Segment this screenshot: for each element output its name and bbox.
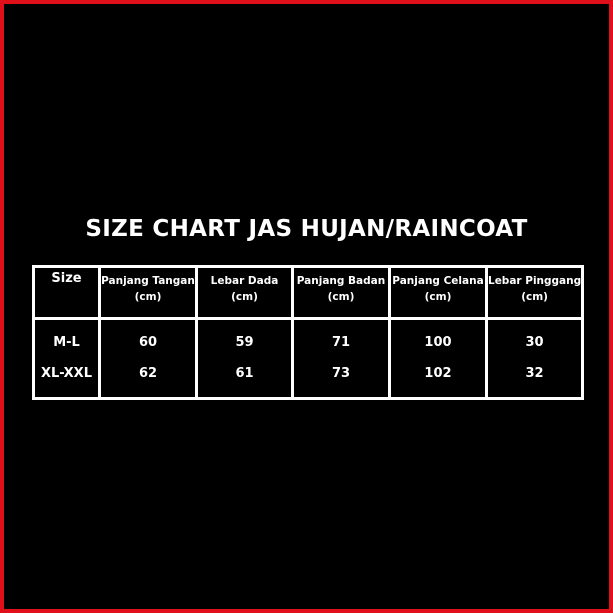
- table-row: XL-XXL 62 61 73 102 32: [32, 361, 585, 399]
- header-label: Lebar Pinggang: [488, 275, 582, 287]
- table-row: M-L 60 59 71 100 30: [32, 318, 585, 361]
- header-label: Panjang Tangan: [101, 275, 195, 287]
- cell: 100: [388, 318, 488, 361]
- header-unit: (cm): [521, 291, 548, 303]
- cell: 32: [484, 361, 585, 399]
- size-chart-table: Size Panjang Tangan (cm) Lebar Dada (cm) P…: [32, 265, 585, 400]
- header-lebar-pinggang: Lebar Pinggang (cm): [484, 266, 585, 320]
- cell: 62: [98, 361, 198, 399]
- header-row: Size Panjang Tangan (cm) Lebar Dada (cm) P…: [32, 266, 585, 320]
- cell-size: M-L: [32, 318, 101, 361]
- cell: 60: [98, 318, 198, 361]
- header-unit: (cm): [424, 291, 452, 303]
- cell: 71: [291, 318, 391, 361]
- header-size: Size: [32, 266, 101, 320]
- header-lebar-dada: Lebar Dada (cm): [195, 266, 294, 320]
- header-panjang-tangan: Panjang Tangan (cm): [98, 266, 198, 320]
- cell: 61: [195, 361, 294, 399]
- cell-size: XL-XXL: [32, 361, 101, 399]
- header-panjang-celana: Panjang Celana (cm): [388, 266, 488, 320]
- header-unit: (cm): [327, 291, 355, 303]
- header-panjang-badan: Panjang Badan (cm): [291, 266, 391, 320]
- header-unit: (cm): [134, 291, 162, 303]
- cell: 73: [291, 361, 391, 399]
- header-label: Lebar Dada: [210, 275, 279, 287]
- header-label: Panjang Celana: [392, 275, 484, 287]
- header-unit: (cm): [231, 291, 258, 303]
- page-title: SIZE CHART JAS HUJAN/RAINCOAT: [85, 216, 528, 242]
- header-label: Panjang Badan: [296, 275, 386, 287]
- header-label: Size: [51, 271, 82, 286]
- cell: 59: [195, 318, 294, 361]
- cell: 30: [484, 318, 585, 361]
- cell: 102: [388, 361, 488, 399]
